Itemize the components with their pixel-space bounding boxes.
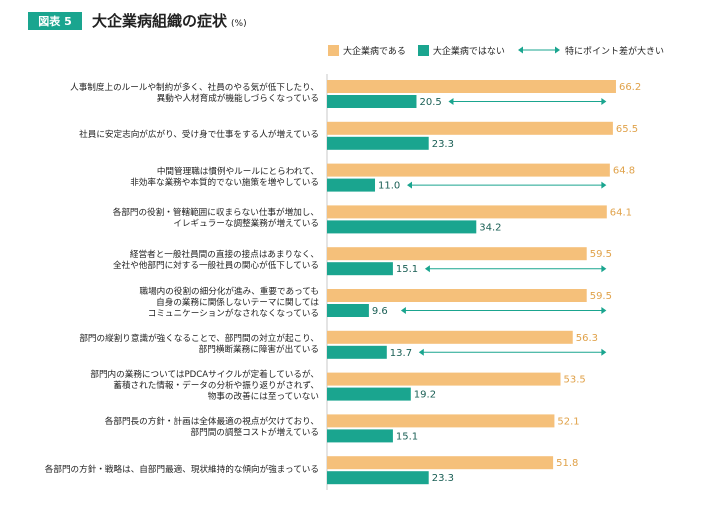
- data-label-series-b: 15.1: [396, 264, 418, 275]
- gap-arrow-right-head: [601, 307, 607, 314]
- bar-series-a: [327, 205, 607, 219]
- legend-label-series-a: 大企業病である: [343, 46, 406, 57]
- chart-unit: (%): [231, 19, 247, 29]
- category-label: 経営者と一般社員間の直接の接点はあまりなく、 全社や他部門に対する一般社員の関心…: [113, 250, 319, 272]
- data-label-series-a: 52.1: [557, 416, 579, 427]
- data-label-series-b: 9.6: [372, 306, 388, 317]
- bar-series-b: [327, 471, 429, 485]
- gap-arrow-left-head: [424, 265, 430, 273]
- data-label-series-a: 64.1: [610, 207, 632, 218]
- legend-item-series-a: 大企業病である: [328, 44, 406, 57]
- bar-series-b: [327, 262, 393, 276]
- bar-series-b: [327, 345, 387, 359]
- data-label-series-b: 15.1: [396, 431, 418, 442]
- gap-arrow-left-head: [400, 307, 406, 314]
- data-label-series-b: 13.7: [390, 348, 412, 359]
- category-label: 職場内の役割の細分化が進み、重要であっても 自身の業務に関係しないテーマに関して…: [139, 286, 319, 319]
- gap-arrow-right-head: [601, 265, 607, 273]
- figure-badge: 図表 5: [28, 12, 82, 30]
- data-label-series-a: 53.5: [564, 375, 586, 386]
- category-label: 部門内の業務についてはPDCAサイクルが定着しているが、 蓄積された情報・データ…: [90, 370, 319, 403]
- legend-label-gap: 特にポイント差が大きい: [564, 46, 664, 57]
- gap-arrow-left-head: [448, 98, 454, 105]
- legend-item-series-b: 大企業病ではない: [417, 44, 505, 57]
- gap-arrow-right-head: [601, 348, 607, 356]
- data-label-series-b: 34.2: [479, 222, 501, 233]
- data-label-series-a: 59.5: [590, 291, 612, 302]
- category-label: 社員に安定志向が広がり、受け身で仕事をする人が増えている: [79, 130, 319, 141]
- category-label: 各部門長の方針・計画は全体最適の視点が欠けており、 部門間の調整コストが増えてい…: [104, 417, 319, 439]
- category-label: 人事制度上のルールや制約が多く、社員のやる気が低下したり、 異動や人材育成が機能…: [70, 83, 319, 104]
- bar-series-a: [327, 330, 573, 344]
- bar-series-b: [327, 387, 411, 401]
- data-label-series-b: 19.2: [414, 390, 436, 401]
- data-label-series-b: 11.0: [378, 181, 400, 192]
- bar-series-b: [327, 220, 477, 234]
- category-label: 部門の縦割り意識が強くなることで、部門間の対立が起こり、 部門横断業務に障害が出…: [79, 333, 319, 355]
- data-label-series-a: 66.2: [619, 82, 641, 93]
- gap-arrow-right-head: [601, 181, 607, 189]
- chart-title: 大企業病組織の症状: [92, 12, 228, 30]
- bar-series-a: [327, 121, 613, 135]
- bar-series-b: [327, 136, 429, 150]
- data-label-series-b: 20.5: [419, 97, 441, 108]
- data-label-series-b: 23.3: [432, 473, 454, 484]
- bar-series-b: [327, 95, 417, 108]
- legend-label-series-b: 大企業病ではない: [432, 46, 505, 57]
- category-label: 中間管理職は慣例やルールにとらわれて、 非効率な業務や本質的でない施策を増やして…: [130, 166, 319, 188]
- legend-item-gap: 特にポイント差が大きい: [517, 44, 664, 57]
- data-label-series-a: 56.3: [576, 333, 598, 344]
- gap-arrow-right-head: [601, 98, 607, 105]
- chart-title-group: 大企業病組織の症状 (%): [92, 10, 247, 31]
- bar-series-a: [327, 414, 555, 428]
- data-label-series-a: 59.5: [590, 249, 612, 260]
- legend-swatch-series-a: [328, 44, 339, 56]
- gap-arrow-left-head: [407, 181, 413, 189]
- bar-series-b: [327, 178, 376, 192]
- double-arrow-icon: [517, 46, 560, 54]
- category-label: 各部門の方針・戦略は、自部門最適、現状維持的な傾向が強まっている: [44, 464, 319, 475]
- bar-series-a: [327, 247, 587, 261]
- legend-swatch-series-b: [417, 44, 429, 56]
- data-label-series-b: 23.3: [432, 139, 454, 150]
- data-label-series-a: 65.5: [616, 124, 638, 135]
- data-label-series-a: 51.8: [556, 458, 578, 469]
- bar-series-a: [327, 289, 587, 302]
- bar-series-a: [327, 372, 561, 386]
- data-label-series-a: 64.8: [613, 166, 635, 177]
- bar-series-b: [327, 304, 369, 317]
- bar-series-b: [327, 429, 393, 443]
- bar-series-a: [327, 163, 610, 177]
- bar-series-a: [327, 456, 554, 470]
- bar-series-a: [327, 80, 616, 93]
- gap-arrow-left-head: [418, 348, 424, 356]
- category-label: 各部門の役割・管轄範囲に収まらない仕事が増加し、 イレギュラーな調整業務が増えて…: [112, 208, 319, 230]
- legend: 大企業病である 大企業病ではない 特にポイント差が大きい: [328, 42, 676, 58]
